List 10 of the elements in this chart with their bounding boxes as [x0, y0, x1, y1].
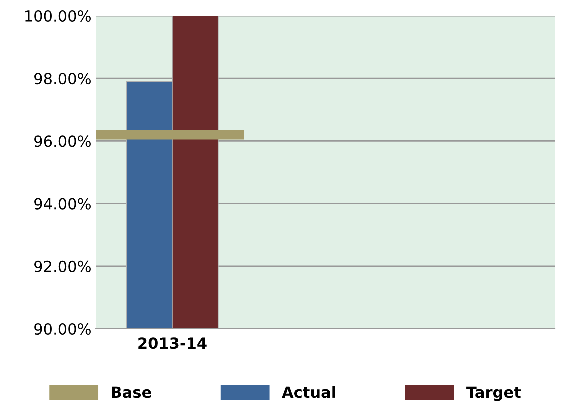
legend-label: Target	[466, 386, 522, 402]
legend-label: Base	[112, 386, 152, 398]
y-tick-label: 100.00%	[26, 10, 91, 22]
y-tick-label: 90.00%	[34, 323, 91, 336]
y-tick-label: 92.00%	[34, 260, 91, 272]
y-tick-label: 96.00%	[34, 136, 91, 148]
y-tick-label: 94.00%	[34, 198, 91, 210]
legend-label: Actual	[282, 386, 336, 398]
x-tick-label: 2013-14	[138, 338, 207, 350]
y-tick-label: 98.00%	[34, 73, 91, 85]
